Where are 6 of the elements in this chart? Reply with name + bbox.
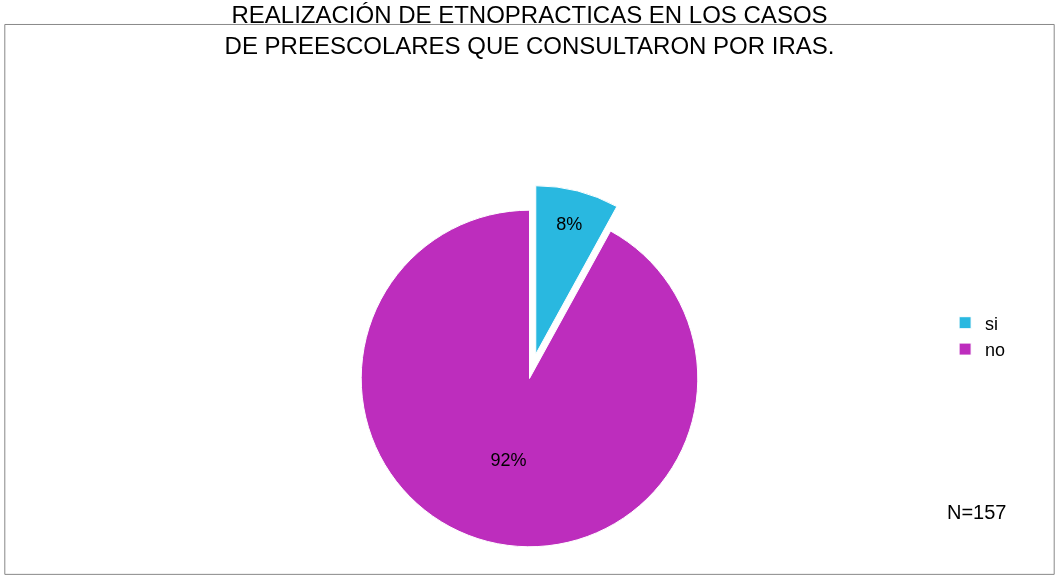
data-label: 92% <box>490 449 527 470</box>
legend-label: si <box>985 313 999 334</box>
data-label: 8% <box>556 213 583 234</box>
chart-title: REALIZACIÓN DE ETNOPRACTICAS EN LOS CASOS DE PREESCOLARES QUE CONSULTARON POR IRAS. <box>224 1 835 60</box>
text: N=157 <box>947 501 1007 523</box>
legend-label: no <box>985 340 1006 361</box>
